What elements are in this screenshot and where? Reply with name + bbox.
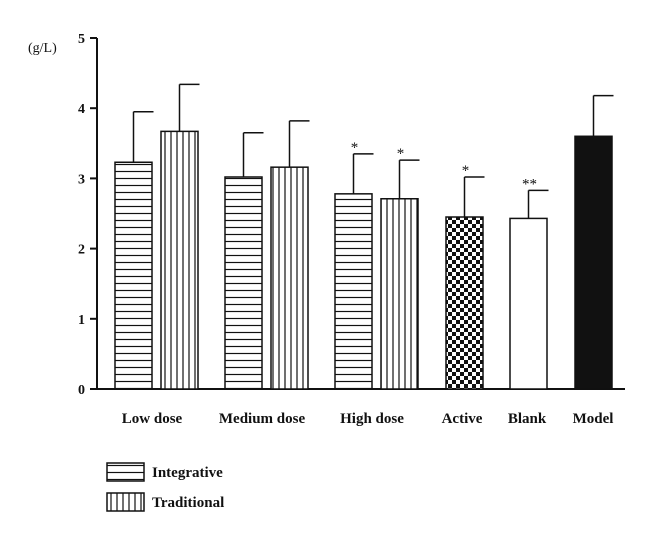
legend-swatch (106, 492, 145, 512)
bar (574, 135, 613, 390)
legend-label: Integrative (152, 465, 223, 481)
bar (334, 193, 373, 390)
legend: Integrative Traditional (106, 462, 224, 512)
x-category-label: Low dose (122, 411, 183, 427)
y-tick-label: 0 (78, 383, 85, 398)
significance-marker: * (462, 163, 470, 179)
significance-marker: * (351, 140, 359, 156)
bar (160, 130, 199, 390)
bars: * **** (114, 83, 614, 390)
y-tick-label: 2 (78, 243, 85, 258)
significance-marker: * (397, 146, 405, 162)
bar (380, 198, 419, 390)
legend-swatch (106, 462, 145, 482)
x-category-label: Medium dose (219, 411, 306, 427)
y-tick-label: 5 (78, 32, 85, 47)
x-category-label: Model (573, 411, 614, 427)
x-category-label: High dose (340, 411, 404, 427)
bar (114, 161, 153, 390)
x-category-label: Active (442, 411, 483, 427)
legend-label: Traditional (152, 495, 224, 511)
bar (224, 176, 263, 390)
x-category-label: Blank (508, 411, 547, 427)
y-axis-unit-label: (g/L) (28, 41, 57, 56)
y-tick-label: 1 (78, 313, 85, 328)
significance-marker: ** (522, 176, 537, 192)
bar (445, 216, 484, 390)
y-tick-label: 4 (78, 102, 85, 117)
bar (509, 217, 548, 390)
y-tick-label: 3 (78, 172, 85, 187)
bar (270, 166, 309, 390)
